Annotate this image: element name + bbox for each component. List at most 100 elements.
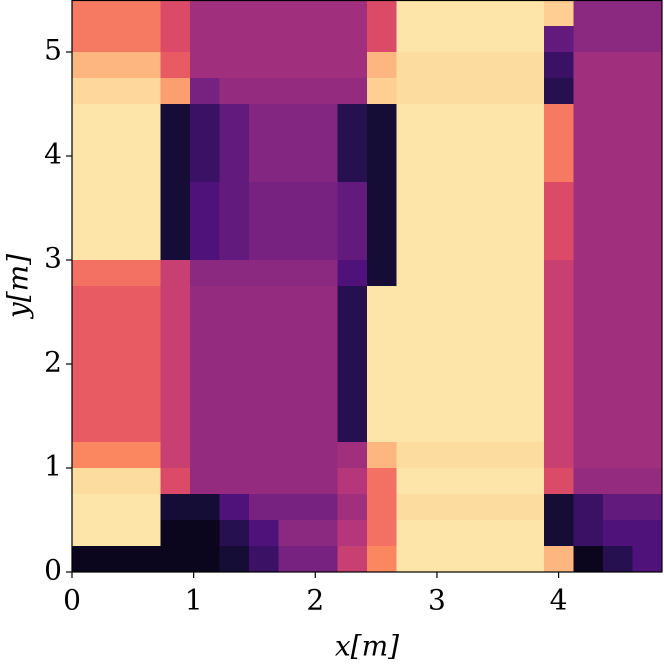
- heatmap-cell: [337, 78, 368, 105]
- heatmap-cell: [396, 26, 427, 53]
- heatmap-cell: [249, 416, 279, 443]
- heatmap-cell: [101, 52, 132, 79]
- heatmap-cell: [514, 104, 545, 131]
- heatmap-cell: [603, 468, 633, 495]
- heatmap-cell: [337, 390, 368, 417]
- heatmap-cell: [573, 286, 604, 313]
- heatmap-cell: [72, 546, 102, 573]
- heatmap-cell: [367, 338, 397, 365]
- heatmap-cell: [249, 286, 279, 313]
- heatmap-cell: [101, 338, 132, 365]
- heatmap-cell: [308, 546, 338, 573]
- heatmap-cell: [160, 442, 191, 469]
- heatmap-cell: [396, 234, 427, 261]
- heatmap-cell: [337, 130, 368, 157]
- heatmap-cell: [514, 130, 545, 157]
- heatmap-cell: [160, 286, 191, 313]
- y-tick-label: 4: [44, 138, 62, 171]
- heatmap-cell: [367, 364, 397, 391]
- heatmap-cell: [308, 78, 338, 105]
- heatmap-cell: [160, 234, 191, 261]
- heatmap-cell: [632, 494, 663, 521]
- heatmap-cell: [249, 442, 279, 469]
- heatmap-cell: [603, 390, 633, 417]
- heatmap-cell: [278, 546, 309, 573]
- heatmap-cell: [219, 78, 250, 105]
- heatmap-cell: [337, 312, 368, 339]
- heatmap-cell: [455, 78, 486, 105]
- heatmap-cell: [101, 468, 132, 495]
- heatmap-cell: [278, 468, 309, 495]
- heatmap-cell: [632, 520, 663, 547]
- heatmap-cell: [131, 0, 161, 27]
- heatmap-cell: [514, 156, 545, 183]
- heatmap-cell: [426, 182, 456, 209]
- heatmap-cell: [101, 546, 132, 573]
- heatmap-cell: [131, 104, 161, 131]
- heatmap-cell: [219, 156, 250, 183]
- heatmap-cell: [396, 546, 427, 573]
- heatmap-cell: [337, 364, 368, 391]
- heatmap-cell: [337, 0, 368, 27]
- heatmap-cell: [131, 286, 161, 313]
- heatmap-cell: [573, 130, 604, 157]
- heatmap-cell: [485, 234, 515, 261]
- plot-frame: [71, 0, 663, 573]
- heatmap-cell: [632, 78, 663, 105]
- heatmap-cell: [101, 442, 132, 469]
- heatmap-cell: [396, 364, 427, 391]
- heatmap-cell: [367, 442, 397, 469]
- heatmap-cell: [544, 494, 574, 521]
- heatmap-cell: [337, 26, 368, 53]
- heatmap-cell: [632, 234, 663, 261]
- heatmap-cell: [603, 442, 633, 469]
- heatmap-cell: [190, 546, 220, 573]
- heatmap-cell: [278, 52, 309, 79]
- heatmap-cell: [544, 0, 574, 27]
- heatmap-cell: [72, 338, 102, 365]
- heatmap-cell: [190, 156, 220, 183]
- heatmap-cell: [72, 364, 102, 391]
- heatmap-cell: [219, 364, 250, 391]
- x-tick-label: 0: [63, 584, 81, 617]
- heatmap-cell: [101, 312, 132, 339]
- heatmap-cell: [485, 26, 515, 53]
- heatmap-cell: [544, 156, 574, 183]
- heatmap-cell: [544, 520, 574, 547]
- heatmap-cell: [632, 468, 663, 495]
- heatmap-cell: [485, 390, 515, 417]
- heatmap-cell: [396, 494, 427, 521]
- heatmap-cell: [544, 130, 574, 157]
- heatmap-cell: [367, 234, 397, 261]
- heatmap-cell: [72, 104, 102, 131]
- heatmap-cell: [337, 104, 368, 131]
- heatmap-cell: [219, 130, 250, 157]
- heatmap-cell: [544, 546, 574, 573]
- heatmap-cell: [101, 156, 132, 183]
- heatmap-cell: [337, 182, 368, 209]
- heatmap-cell: [426, 442, 456, 469]
- heatmap-cell: [308, 260, 338, 287]
- heatmap-cell: [160, 494, 191, 521]
- heatmap-cell: [367, 208, 397, 235]
- heatmap-cell: [101, 364, 132, 391]
- heatmap-cell: [603, 546, 633, 573]
- heatmap-cell: [308, 494, 338, 521]
- heatmap-cell: [632, 156, 663, 183]
- heatmap-cell: [632, 338, 663, 365]
- heatmap-cell: [396, 130, 427, 157]
- heatmap-cell: [249, 338, 279, 365]
- heatmap-cell: [455, 26, 486, 53]
- heatmap-cell: [160, 52, 191, 79]
- heatmap-cell: [131, 208, 161, 235]
- heatmap-cell: [396, 156, 427, 183]
- heatmap-cell: [485, 130, 515, 157]
- heatmap-cell: [455, 286, 486, 313]
- heatmap-cell: [101, 286, 132, 313]
- heatmap-cell: [603, 26, 633, 53]
- heatmap-cell: [219, 260, 250, 287]
- heatmap-cell: [367, 78, 397, 105]
- heatmap-cell: [603, 104, 633, 131]
- heatmap-cell: [485, 338, 515, 365]
- heatmap-cell: [131, 442, 161, 469]
